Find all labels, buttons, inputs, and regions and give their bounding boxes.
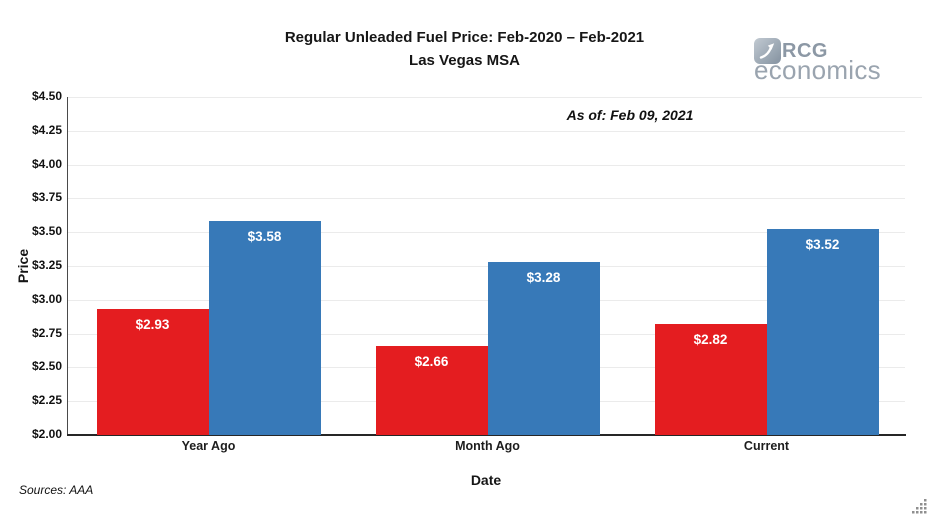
gridline: [67, 266, 905, 267]
sources-label: Sources: AAA: [19, 483, 94, 497]
bar-series-blue-current: $3.52: [766, 229, 879, 435]
arrow-up-right-icon: [754, 38, 781, 64]
bar-value-label: $3.28: [526, 269, 561, 285]
y-tick-label: $3.75: [31, 190, 62, 205]
x-axis-line: [67, 434, 906, 436]
logo-brand-subtext: economics: [754, 55, 881, 85]
gridline: [67, 164, 905, 166]
x-axis-title: Date: [470, 472, 502, 488]
bar-series-red-month-ago: $2.66: [375, 345, 488, 435]
y-tick-label: $3.25: [31, 258, 62, 272]
x-tick-label: Current: [743, 439, 790, 453]
y-tick-label: $4.25: [31, 122, 62, 137]
bar-value-label: $3.52: [805, 237, 840, 253]
gridline: [67, 97, 922, 98]
bar-value-label: $2.82: [693, 332, 728, 348]
y-tick-label: $3.00: [31, 291, 62, 306]
x-tick-label: Month Ago: [455, 439, 520, 453]
chart-title-line1: Regular Unleaded Fuel Price: Feb-2020 – …: [284, 29, 645, 46]
y-tick-label: $2.75: [31, 325, 62, 340]
chart-title-line2: Las Vegas MSA: [409, 52, 520, 69]
bar-series-blue-month-ago: $3.28: [487, 261, 600, 435]
rcg-economics-logo: RCG economics: [754, 38, 904, 83]
gridline: [67, 299, 905, 301]
bar-series-blue-year-ago: $3.58: [208, 221, 321, 435]
bar-series-red-current: $2.82: [654, 324, 767, 435]
gridline: [67, 333, 905, 335]
x-tick-label: Year Ago: [181, 439, 236, 453]
y-tick-label: $4.50: [31, 89, 62, 103]
y-axis-line: [67, 97, 68, 435]
gridline: [67, 232, 905, 234]
as-of-label: As of: Feb 09, 2021: [566, 107, 694, 123]
y-tick-label: $3.50: [31, 224, 62, 239]
bar-series-red-year-ago: $2.93: [96, 309, 209, 435]
logo-brand-text: RCG: [782, 40, 828, 62]
chart-title: Regular Unleaded Fuel Price: Feb-2020 – …: [0, 26, 929, 72]
y-tick-label: $2.50: [31, 359, 62, 374]
logo-top-row: RCG: [754, 38, 904, 64]
gridline: [67, 198, 905, 200]
bar-value-label: $2.66: [414, 353, 449, 369]
bar-value-label: $2.93: [135, 317, 170, 333]
resize-grip-icon[interactable]: [912, 499, 928, 515]
y-tick-label: $2.00: [31, 427, 62, 441]
y-tick-label: $2.25: [31, 393, 62, 408]
y-tick-label: $4.00: [31, 156, 62, 171]
bar-value-label: $3.58: [247, 229, 282, 245]
gridline: [67, 130, 905, 132]
